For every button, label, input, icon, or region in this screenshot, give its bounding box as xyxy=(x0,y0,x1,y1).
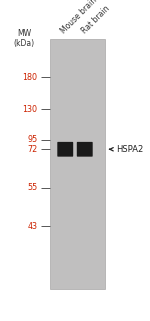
Bar xyxy=(50,39,105,289)
Text: MW
(kDa): MW (kDa) xyxy=(14,29,34,48)
FancyBboxPatch shape xyxy=(77,142,93,157)
Text: 130: 130 xyxy=(22,105,38,114)
Text: 72: 72 xyxy=(27,145,38,154)
Text: 55: 55 xyxy=(27,183,38,192)
Text: 95: 95 xyxy=(27,135,38,144)
Text: 180: 180 xyxy=(22,73,38,82)
Text: HSPA2: HSPA2 xyxy=(116,145,144,154)
FancyBboxPatch shape xyxy=(57,142,73,157)
Text: Mouse brain: Mouse brain xyxy=(59,0,99,35)
Text: 43: 43 xyxy=(27,222,38,231)
Text: Rat brain: Rat brain xyxy=(80,4,111,35)
